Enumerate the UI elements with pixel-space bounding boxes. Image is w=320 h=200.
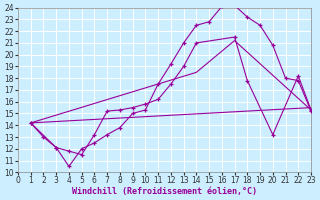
X-axis label: Windchill (Refroidissement éolien,°C): Windchill (Refroidissement éolien,°C) — [72, 187, 257, 196]
